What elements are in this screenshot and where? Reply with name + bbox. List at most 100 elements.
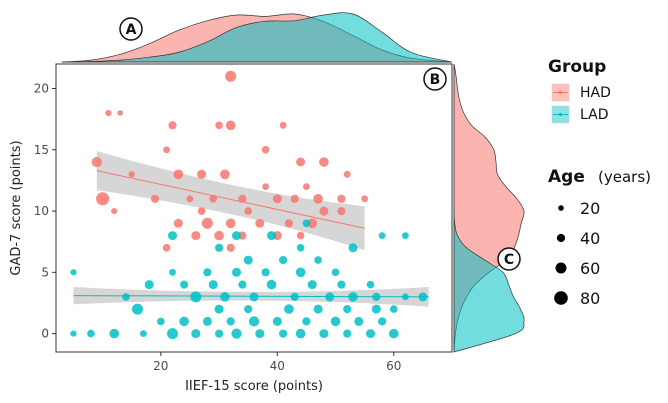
y-tick-label-10: 10 — [34, 204, 49, 218]
point-had-6 — [117, 110, 123, 116]
legend-age-dot-20 — [558, 205, 564, 211]
point-had-26 — [313, 194, 323, 204]
x-axis: 20 40 60 — [153, 352, 401, 373]
point-lad-56 — [331, 268, 340, 277]
legend-age: Age (years) 20 40 60 80 — [548, 167, 651, 308]
point-had-16 — [197, 169, 207, 179]
point-lad-51 — [169, 268, 176, 276]
point-lad-48 — [307, 280, 317, 290]
x-tick-label-20: 20 — [153, 359, 168, 373]
y-tick-label-20: 20 — [34, 82, 49, 96]
regression-lines — [73, 170, 429, 298]
point-had-17 — [220, 169, 230, 180]
point-lad-14 — [70, 330, 77, 337]
y-axis: 0 5 10 15 20 — [34, 82, 56, 341]
point-lad-3 — [167, 328, 178, 340]
point-lad-22 — [330, 316, 341, 327]
point-had-7 — [91, 156, 102, 168]
right-density-lad — [453, 64, 525, 353]
x-axis-title: IIEF-15 score (points) — [185, 379, 323, 394]
point-lad-61 — [215, 243, 224, 252]
point-had-2 — [279, 121, 287, 129]
point-lad-1 — [109, 328, 119, 339]
top-density-plot — [61, 12, 453, 63]
point-had-20 — [150, 194, 160, 203]
point-had-11 — [319, 157, 329, 167]
legend-item-lad: LAD — [551, 105, 608, 124]
point-had-23 — [238, 194, 247, 203]
panel-label-c: C — [497, 247, 521, 271]
point-lad-5 — [215, 329, 224, 338]
point-had-45 — [226, 243, 235, 252]
point-lad-2 — [140, 330, 147, 337]
point-had-22 — [209, 195, 217, 203]
point-had-31 — [244, 207, 252, 215]
point-had-18 — [262, 183, 269, 191]
legend-age-dot-60 — [555, 262, 567, 274]
point-had-13 — [343, 170, 351, 178]
point-had-9 — [261, 146, 270, 154]
point-lad-35 — [220, 292, 230, 302]
point-had-25 — [290, 194, 299, 203]
legend-group-title: Group — [548, 57, 606, 77]
point-had-1 — [225, 120, 236, 131]
point-lad-30 — [343, 305, 352, 314]
point-lad-60 — [314, 256, 322, 264]
point-had-27 — [337, 194, 346, 203]
point-lad-6 — [231, 328, 242, 339]
point-lad-23 — [354, 316, 364, 326]
legend-age-title: Age — [548, 167, 585, 187]
point-had-8 — [163, 146, 171, 154]
point-lad-28 — [284, 304, 294, 314]
point-lad-20 — [272, 316, 282, 326]
point-lad-27 — [244, 305, 253, 314]
point-had-28 — [361, 195, 368, 203]
point-lad-15 — [157, 317, 165, 326]
point-had-10 — [296, 157, 306, 167]
point-had-29 — [111, 208, 118, 215]
point-lad-44 — [180, 280, 189, 289]
point-lad-63 — [348, 243, 358, 253]
y-tick-label-5: 5 — [41, 265, 49, 279]
point-lad-36 — [249, 292, 259, 302]
point-had-39 — [307, 218, 318, 229]
point-lad-46 — [238, 280, 247, 289]
point-lad-0 — [87, 329, 95, 338]
y-tick-label-15: 15 — [34, 143, 49, 157]
regression-line-had — [96, 170, 365, 229]
top-density-lad — [61, 12, 453, 63]
point-had-36 — [225, 218, 236, 229]
point-lad-21 — [302, 317, 311, 326]
point-had-37 — [255, 218, 265, 228]
regression-line-lad — [73, 295, 429, 298]
legend-lad-label: LAD — [580, 107, 608, 123]
legend-age-items: 20 40 60 80 — [554, 199, 600, 308]
point-lad-29 — [313, 304, 323, 314]
legend-age-unit: (years) — [598, 168, 651, 186]
point-had-38 — [284, 219, 293, 228]
point-had-40 — [191, 231, 201, 241]
point-had-32 — [319, 206, 329, 216]
point-lad-69 — [378, 232, 386, 240]
right-density-plot — [453, 63, 525, 353]
point-had-33 — [337, 207, 346, 216]
point-lad-68 — [302, 219, 311, 228]
y-axis-title: GAD-7 score (points) — [9, 140, 24, 275]
panel-label-a: A — [119, 17, 143, 41]
point-lad-43 — [144, 280, 154, 290]
point-lad-55 — [295, 267, 306, 278]
point-lad-64 — [402, 232, 409, 240]
point-lad-18 — [226, 317, 235, 326]
point-had-12 — [303, 183, 310, 191]
point-lad-13 — [389, 328, 399, 339]
point-lad-25 — [132, 303, 143, 315]
legend-age-dot-40 — [556, 233, 566, 243]
point-lad-49 — [337, 280, 346, 289]
point-lad-37 — [290, 292, 299, 301]
point-lad-17 — [202, 316, 212, 326]
y-tick-label-0: 0 — [41, 327, 49, 341]
point-lad-16 — [179, 316, 189, 327]
point-lad-47 — [266, 279, 277, 290]
